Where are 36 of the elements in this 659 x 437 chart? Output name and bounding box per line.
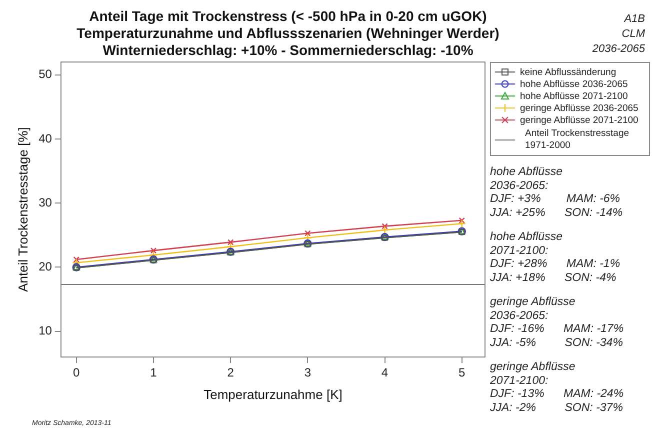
legend-label: geringe Abflüsse 2071-2100 xyxy=(520,114,638,126)
x-tick-label: 0 xyxy=(73,366,80,380)
x-tick-label: 4 xyxy=(381,366,388,380)
x-axis-title: Temperaturzunahme [K] xyxy=(204,386,342,402)
point xyxy=(380,226,389,234)
legend-label: geringe Abflüsse 2036-2065 xyxy=(520,102,638,114)
legend-label: keine Abflussänderung xyxy=(520,66,616,78)
y-tick-label: 50 xyxy=(38,67,52,82)
text: geringe Abflüsse 2071-2100: DJF: -13% MAM: -24% JJA: -2% SON: -37% xyxy=(490,361,625,415)
text: CLM xyxy=(620,27,645,42)
text: A1B xyxy=(622,12,645,27)
y-tick-label: 30 xyxy=(38,195,52,210)
point xyxy=(150,247,157,254)
text: hohe Abflüsse 2036-2065: DJF: +3% MAM: -6% JJA: +25% SON: -14% xyxy=(490,166,624,220)
point xyxy=(382,223,388,230)
point xyxy=(304,230,311,236)
y-tick-label: 20 xyxy=(38,260,52,274)
text: geringe Abflüsse 2036-2065: DJF: -16% MAM: -17% JJA: -5% SON: -34% xyxy=(490,296,625,350)
x-tick-label: 2 xyxy=(227,366,234,380)
y-tick-label: 40 xyxy=(38,131,52,146)
point xyxy=(458,220,466,228)
point xyxy=(227,239,234,246)
legend-label: Anteil Trockenstresstage 1971-2000 xyxy=(525,128,630,152)
text: hohe Abflüsse 2071-2100: DJF: +28% MAM: -1% JJA: +18% SON: -4% xyxy=(490,231,622,285)
point xyxy=(458,217,465,224)
x-tick-label: 3 xyxy=(304,366,312,380)
legend-label: hohe Abflüsse 2071-2100 xyxy=(520,90,628,102)
y-tick-label: 10 xyxy=(38,324,52,338)
x-tick-label: 1 xyxy=(150,366,158,380)
x-tick-label: 5 xyxy=(458,366,466,380)
y-axis-title: Anteil Trockenstresstage [%] xyxy=(15,127,30,292)
text: 2036-2065 xyxy=(592,42,645,57)
point xyxy=(304,234,312,242)
legend-label: hohe Abflüsse 2036-2065 xyxy=(520,78,628,90)
chart-title: Anteil Tage mit Trockenstress (< -500 hPa in 0-20 cm uGOK) Temperaturzunahme und Abflussszenarien (Wehninger Werder) Winterniederschlag: +10% - Sommerniederschlag: -10% xyxy=(76,8,500,59)
point xyxy=(73,256,80,263)
